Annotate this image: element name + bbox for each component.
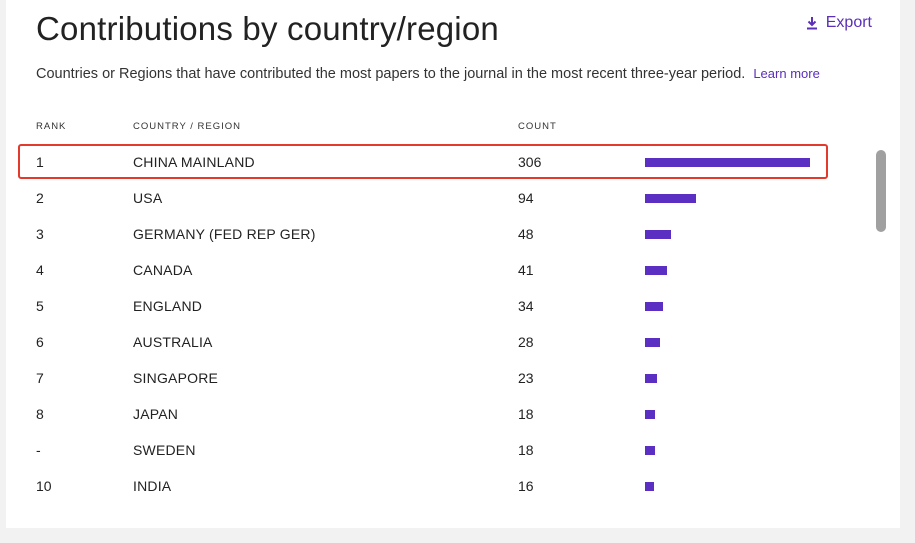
column-header-country[interactable]: COUNTRY / REGION <box>133 121 242 132</box>
table-row[interactable]: 4 CANADA 41 <box>6 253 866 289</box>
column-header-count[interactable]: COUNT <box>518 121 557 132</box>
rank-cell: 3 <box>36 226 44 242</box>
count-bar <box>645 410 655 419</box>
count-cell: 16 <box>518 478 534 494</box>
rank-cell: - <box>36 442 41 458</box>
count-cell: 18 <box>518 406 534 422</box>
count-bar <box>645 446 655 455</box>
description-text: Countries or Regions that have contribut… <box>36 66 746 82</box>
rank-cell: 7 <box>36 370 44 386</box>
table-header: RANK COUNTRY / REGION COUNT <box>6 121 900 135</box>
download-icon <box>806 16 818 30</box>
country-cell: CHINA MAINLAND <box>133 154 255 170</box>
count-bar <box>645 374 657 383</box>
country-cell: AUSTRALIA <box>133 334 213 350</box>
rank-cell: 5 <box>36 298 44 314</box>
rank-cell: 1 <box>36 154 44 170</box>
country-cell: INDIA <box>133 478 172 494</box>
table-row[interactable]: 10 INDIA 16 <box>6 469 866 505</box>
rank-cell: 2 <box>36 190 44 206</box>
export-label: Export <box>825 14 872 31</box>
country-cell: CANADA <box>133 262 193 278</box>
description: Countries or Regions that have contribut… <box>36 66 820 82</box>
count-bar <box>645 194 696 203</box>
country-cell: SINGAPORE <box>133 370 219 386</box>
count-cell: 94 <box>518 190 534 206</box>
table-row[interactable]: 3 GERMANY (FED REP GER) 48 <box>6 217 866 253</box>
count-bar <box>645 338 660 347</box>
count-bar <box>645 158 810 167</box>
count-cell: 48 <box>518 226 534 242</box>
table-row[interactable]: 6 AUSTRALIA 28 <box>6 325 866 361</box>
country-cell: GERMANY (FED REP GER) <box>133 226 316 242</box>
count-bar <box>645 482 654 491</box>
table-row[interactable]: - SWEDEN 18 <box>6 433 866 469</box>
contributions-panel: Contributions by country/region Export C… <box>6 0 900 528</box>
export-button[interactable]: Export <box>806 14 872 32</box>
country-cell: SWEDEN <box>133 442 196 458</box>
country-cell: USA <box>133 190 163 206</box>
rank-cell: 6 <box>36 334 44 350</box>
count-cell: 23 <box>518 370 534 386</box>
rank-cell: 10 <box>36 478 52 494</box>
count-bar <box>645 230 671 239</box>
country-cell: JAPAN <box>133 406 179 422</box>
count-cell: 28 <box>518 334 534 350</box>
table-row[interactable]: 8 JAPAN 18 <box>6 397 866 433</box>
count-cell: 18 <box>518 442 534 458</box>
learn-more-link[interactable]: Learn more <box>753 66 820 81</box>
page-title: Contributions by country/region <box>36 10 499 47</box>
table-row[interactable]: 5 ENGLAND 34 <box>6 289 866 325</box>
count-cell: 34 <box>518 298 534 314</box>
rank-cell: 8 <box>36 406 44 422</box>
table-row[interactable]: 1 CHINA MAINLAND 306 <box>6 145 866 181</box>
scrollbar-thumb[interactable] <box>876 150 886 232</box>
count-cell: 41 <box>518 262 534 278</box>
rank-cell: 4 <box>36 262 44 278</box>
table-row[interactable]: 2 USA 94 <box>6 181 866 217</box>
count-bar <box>645 266 667 275</box>
column-header-rank[interactable]: RANK <box>36 121 67 132</box>
count-cell: 306 <box>518 154 542 170</box>
table-row[interactable]: 7 SINGAPORE 23 <box>6 361 866 397</box>
count-bar <box>645 302 663 311</box>
country-cell: ENGLAND <box>133 298 203 314</box>
